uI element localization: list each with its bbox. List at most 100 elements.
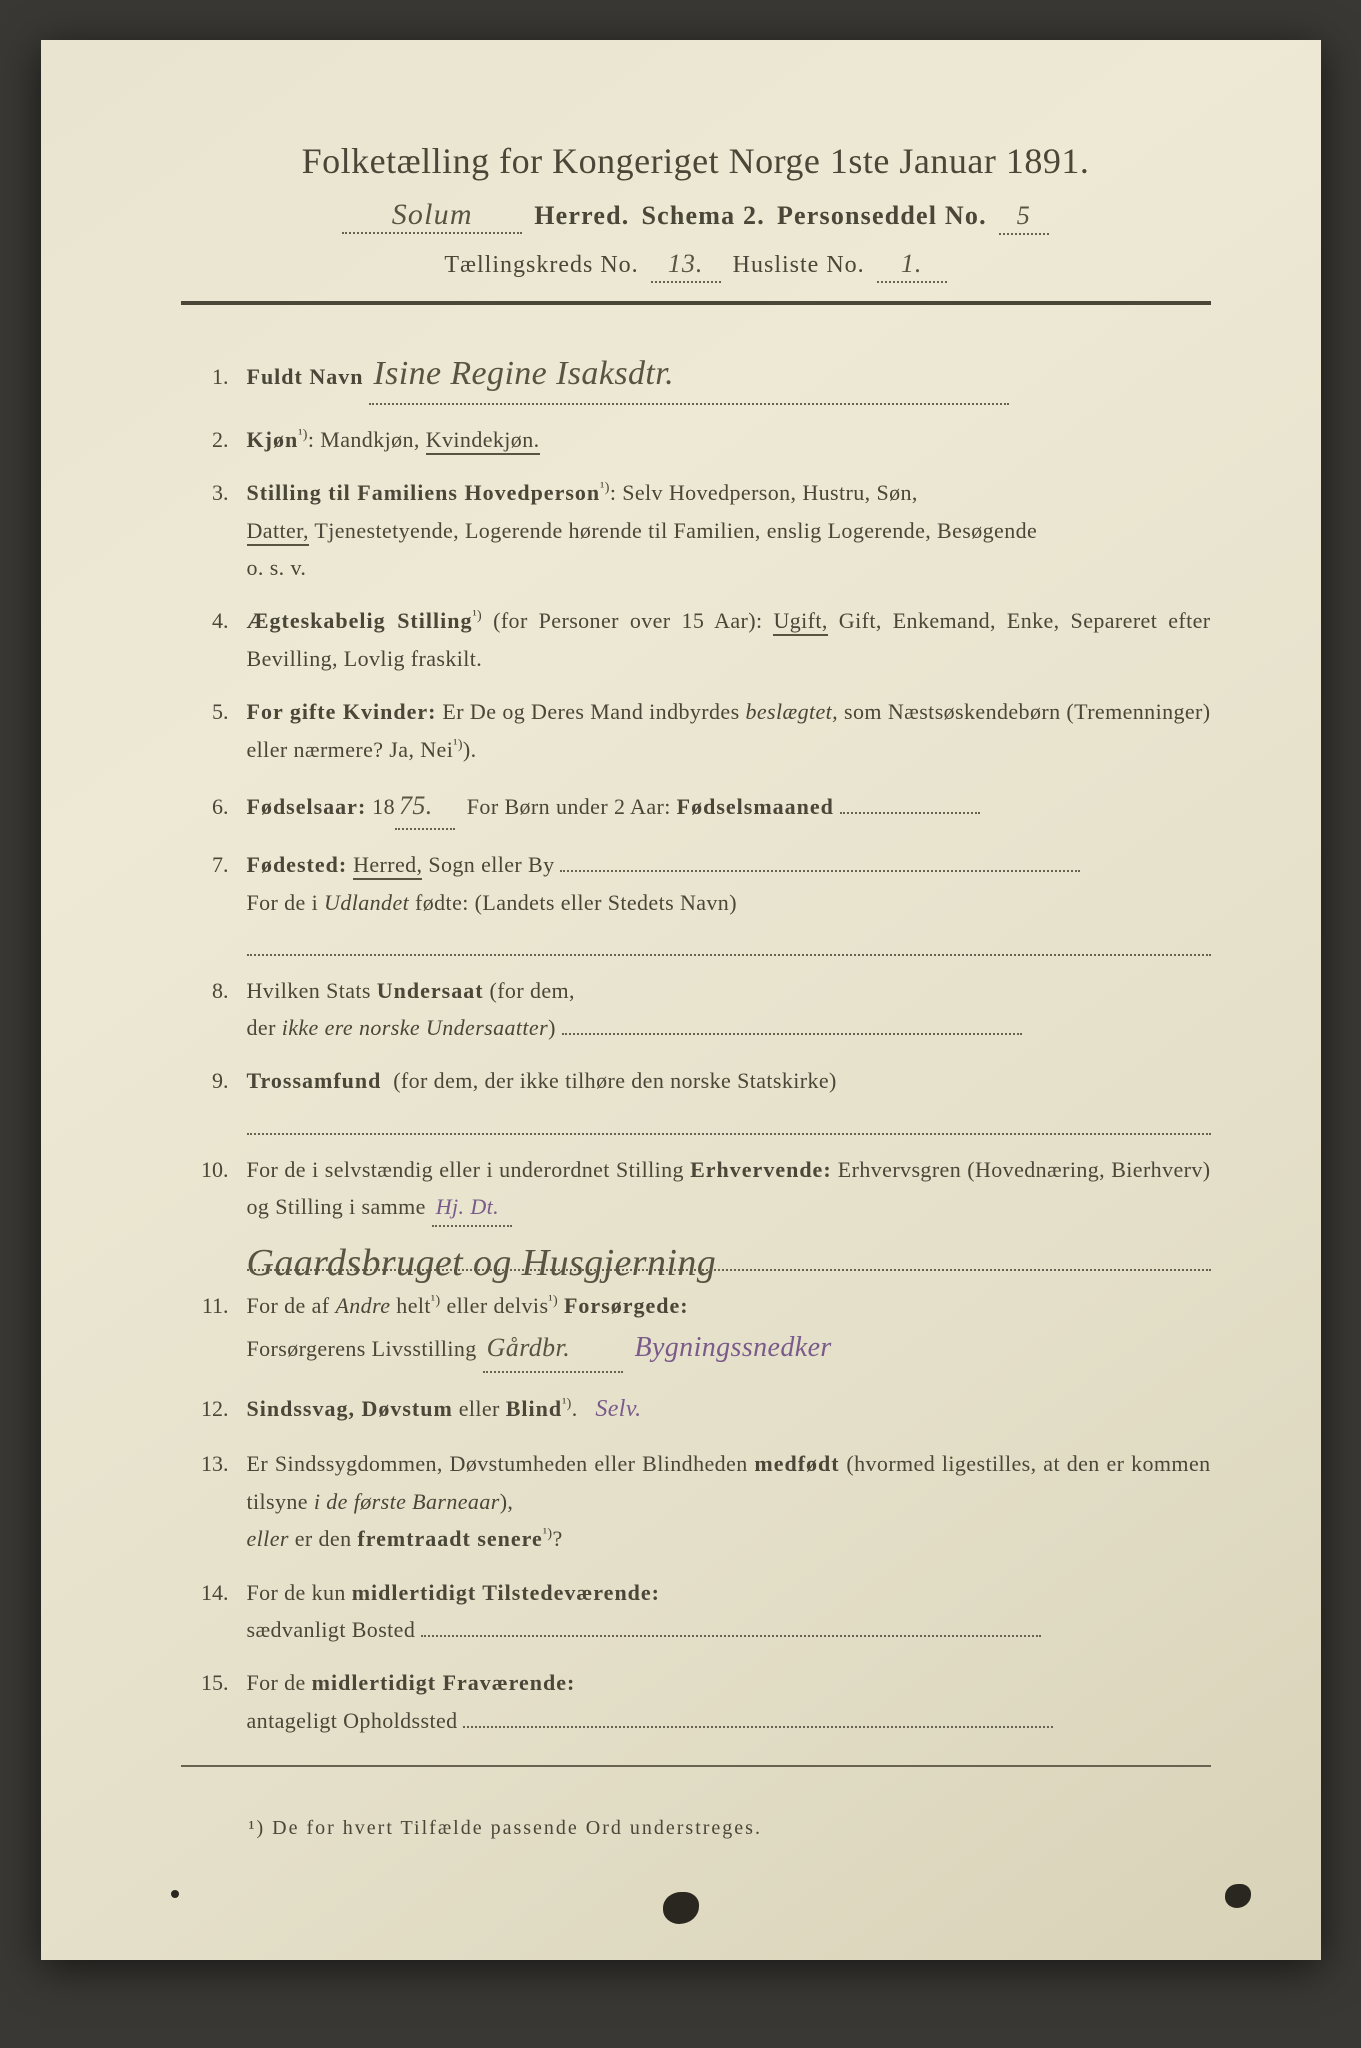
ink-blob-icon [663, 1892, 699, 1924]
q11-text-a: For de af [247, 1293, 330, 1318]
birthplace-field [560, 850, 1080, 872]
q1-label: Fuldt Navn [247, 364, 364, 389]
question-number: 6. [181, 788, 229, 825]
footnote-marker: ¹) [453, 737, 463, 752]
q13-text-a: Er Sindssygdommen, Døvstumheden eller Bl… [247, 1451, 748, 1476]
q13-medfodt: medfødt [754, 1451, 839, 1476]
q13-senere: fremtraadt senere [357, 1526, 542, 1551]
usual-residence-field [421, 1615, 1041, 1637]
q2-mandkjon: Mandkjøn, [320, 427, 420, 452]
citizenship-field [562, 1013, 1022, 1035]
birth-year-value: 75. [399, 791, 433, 820]
census-form-page: Folketælling for Kongeriget Norge 1ste J… [41, 40, 1321, 1960]
question-4: 4. Ægteskabelig Stilling¹) (for Personer… [181, 602, 1211, 677]
q4-ugift-selected: Ugift, [773, 608, 827, 636]
question-body: For de kun midlertidigt Tilstedeværende:… [247, 1574, 1211, 1649]
footnote-marker: ¹) [548, 1294, 558, 1309]
herred-name-field: Solum [342, 200, 522, 234]
footnote-text: De for hvert Tilfælde passende Ord under… [272, 1817, 762, 1839]
q10-label: Erhvervende: [690, 1157, 832, 1182]
q7-line2c: fødte: (Landets eller Stedets Navn) [415, 890, 737, 915]
q8-text-a: Hvilken Stats [247, 978, 371, 1003]
question-number: 11. [181, 1287, 229, 1324]
question-body: Fødselsaar: 1875. For Børn under 2 Aar: … [247, 784, 1211, 830]
q11-label: Forsørgede: [564, 1293, 689, 1318]
question-number: 1. [181, 358, 229, 395]
question-body: For gifte Kvinder: Er De og Deres Mand i… [247, 693, 1211, 768]
q4-label: Ægteskabelig Stilling [247, 608, 473, 633]
husliste-label: Husliste No. [733, 252, 865, 279]
personseddel-no-field: 5 [999, 201, 1049, 235]
kreds-label: Tællingskreds No. [444, 252, 638, 279]
question-2: 2. Kjøn¹): Mandkjøn, Kvindekjøn. [181, 421, 1211, 458]
foreign-birth-field [247, 925, 1211, 956]
footnote-marker: ¹) [543, 1527, 553, 1542]
provider-occupation-value: Gårdbr. [487, 1333, 570, 1362]
question-15: 15. For de midlertidigt Fraværende: anta… [181, 1664, 1211, 1739]
q3-options-line2: Tjenestetyende, Logerende hørende til Fa… [314, 518, 1037, 543]
question-number: 9. [181, 1062, 229, 1099]
birth-month-field [840, 792, 980, 814]
q15-text2: antageligt Opholdssted [247, 1708, 458, 1733]
question-3: 3. Stilling til Familiens Hovedperson¹):… [181, 474, 1211, 586]
q12-stamp: Selv. [595, 1396, 641, 1422]
q11-stamp: Bygningssnedker [634, 1332, 831, 1363]
question-body: For de midlertidigt Fraværende: antageli… [247, 1664, 1211, 1739]
question-10: 10. For de i selvstændig eller i underor… [181, 1151, 1211, 1271]
question-13: 13. Er Sindssygdommen, Døvstumheden elle… [181, 1445, 1211, 1557]
q3-osv: o. s. v. [247, 555, 307, 580]
q11-text-d: Forsørgerens Livsstilling [247, 1336, 477, 1361]
q8-text-d: ikke ere norske Undersaatter [282, 1015, 548, 1040]
question-body: For de i selvstændig eller i underordnet… [247, 1151, 1211, 1271]
question-number: 5. [181, 693, 229, 730]
footnote-marker: ¹) [472, 609, 482, 624]
footnote-marker: ¹) [562, 1396, 572, 1411]
q15-text: For de [247, 1670, 306, 1695]
q3-datter-selected: Datter, [247, 518, 309, 546]
header-line-2: Tællingskreds No. 13. Husliste No. 1. [181, 249, 1211, 283]
religion-field [247, 1104, 1211, 1135]
q12-label2: Blind [506, 1396, 562, 1421]
q11-andre: Andre [335, 1293, 390, 1318]
question-body: Kjøn¹): Mandkjøn, Kvindekjøn. [247, 421, 1211, 458]
q9-text: (for dem, der ikke tilhøre den norske St… [393, 1068, 837, 1093]
q13-italic: i de første Barneaar [314, 1489, 500, 1514]
question-number: 10. [181, 1151, 229, 1188]
herred-label: Herred. [534, 201, 629, 231]
q7-label: Fødested: [247, 852, 348, 877]
q5-label: For gifte Kvinder: [247, 699, 437, 724]
question-body: Er Sindssygdommen, Døvstumheden eller Bl… [247, 1445, 1211, 1557]
question-number: 14. [181, 1574, 229, 1611]
q14-text2: sædvanligt Bosted [247, 1617, 416, 1642]
probable-residence-field [463, 1706, 1053, 1728]
q8-text-c: der [247, 1015, 276, 1040]
ink-blob-icon [1225, 1884, 1251, 1908]
q3-label: Stilling til Familiens Hovedperson [247, 480, 601, 505]
occupation-field: Gaardsbruget og Husgjerning [247, 1231, 1211, 1271]
q11-text-b: helt [396, 1293, 431, 1318]
schema-label: Schema 2. [641, 201, 764, 231]
question-body: Ægteskabelig Stilling¹) (for Personer ov… [247, 602, 1211, 677]
question-1: 1. Fuldt Navn Isine Regine Isaksdtr. [181, 345, 1211, 405]
question-12: 12. Sindssvag, Døvstum eller Blind¹). Se… [181, 1389, 1211, 1430]
question-body: Fødested: Herred, Sogn eller By For de i… [247, 846, 1211, 956]
question-body: Fuldt Navn Isine Regine Isaksdtr. [247, 345, 1211, 405]
footnote-marker: ¹) [431, 1294, 441, 1309]
header-line-1: Solum Herred. Schema 2. Personseddel No.… [181, 200, 1211, 235]
occupation-value: Gaardsbruget og Husgjerning [247, 1242, 717, 1284]
question-body: For de af Andre helt¹) eller delvis¹) Fo… [247, 1287, 1211, 1373]
q6-label: Fødselsaar: [247, 794, 367, 819]
question-6: 6. Fødselsaar: 1875. For Børn under 2 Aa… [181, 784, 1211, 830]
question-body: Hvilken Stats Undersaat (for dem, der ik… [247, 972, 1211, 1047]
q6-label2: Fødselsmaaned [677, 794, 834, 819]
question-5: 5. For gifte Kvinder: Er De og Deres Man… [181, 693, 1211, 768]
kreds-no-field: 13. [651, 249, 721, 283]
question-9: 9. Trossamfund (for dem, der ikke tilhør… [181, 1062, 1211, 1134]
personseddel-label: Personseddel No. [777, 201, 987, 231]
question-number: 12. [181, 1390, 229, 1427]
form-questions-list: 1. Fuldt Navn Isine Regine Isaksdtr. 2. … [181, 345, 1211, 1739]
page-title: Folketælling for Kongeriget Norge 1ste J… [181, 140, 1211, 182]
question-14: 14. For de kun midlertidigt Tilstedevære… [181, 1574, 1211, 1649]
question-number: 2. [181, 421, 229, 458]
q7-rest: Sogn eller By [428, 852, 554, 877]
